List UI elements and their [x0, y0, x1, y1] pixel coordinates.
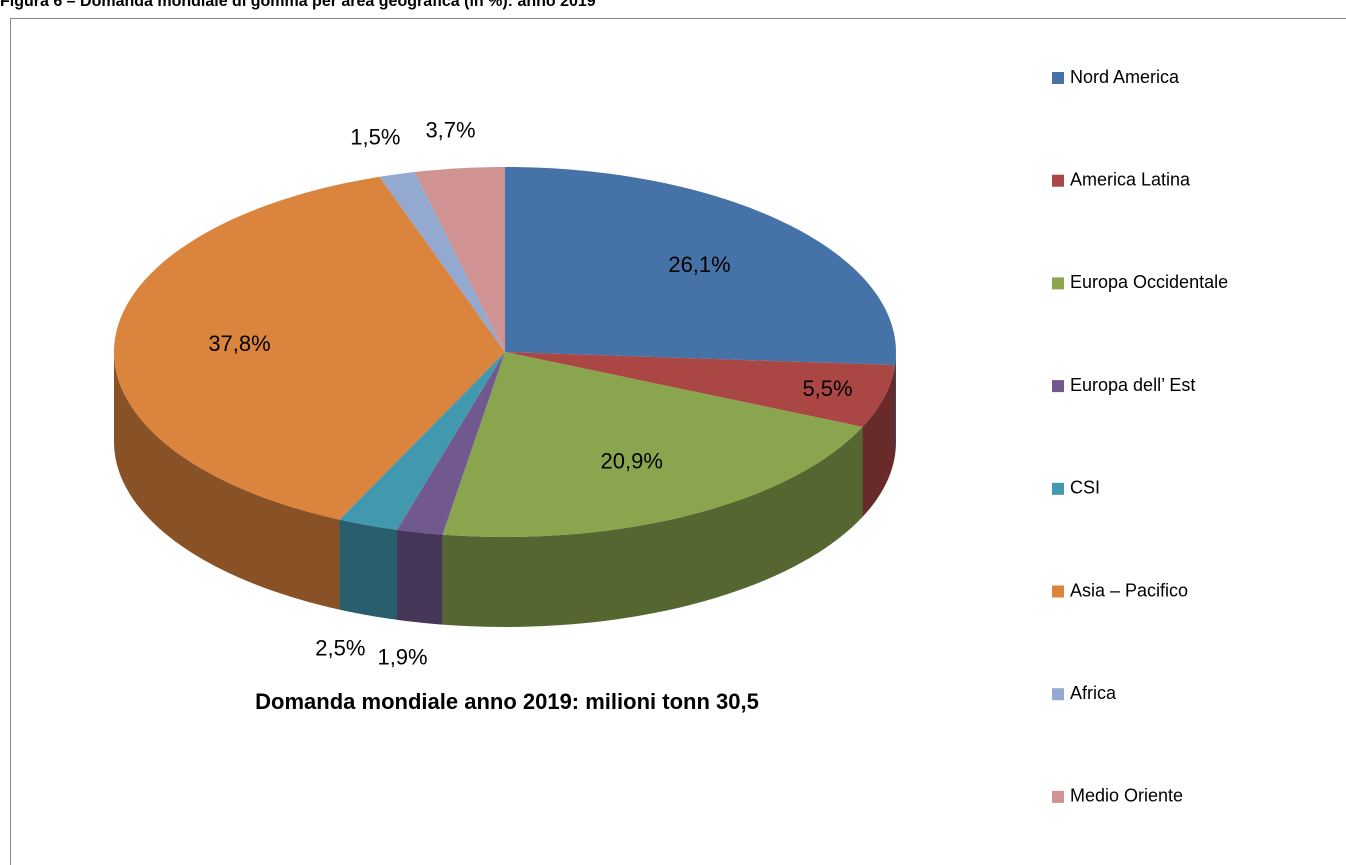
pie-slice	[379, 171, 505, 352]
pie-slice	[505, 352, 896, 427]
legend-swatch	[1052, 482, 1064, 495]
annotation: Domanda mondiale anno 2019: milioni tonn…	[255, 689, 759, 714]
pie-tops	[114, 167, 896, 537]
pie-slice	[505, 167, 896, 366]
data-label: 1,5%	[350, 124, 400, 149]
legend-swatch	[1052, 380, 1064, 393]
pie-slice	[442, 352, 863, 537]
chart-border	[10, 18, 1346, 865]
legend-label: Medio Oriente	[1070, 786, 1183, 806]
data-label: 20,9%	[601, 448, 663, 473]
data-label: 37,8%	[208, 331, 270, 356]
legend-label: Asia – Pacifico	[1070, 580, 1188, 600]
pie-side	[396, 529, 443, 625]
pie-side	[114, 352, 340, 610]
legend-label: Europa Occidentale	[1070, 272, 1228, 292]
data-label: 2,5%	[315, 636, 365, 661]
legend-swatch	[1052, 585, 1064, 598]
legend-label: Nord America	[1070, 67, 1180, 87]
legend-swatch	[1052, 277, 1064, 290]
legend-label: Europa dell’ Est	[1070, 375, 1195, 395]
pie-side	[339, 519, 397, 620]
legend-label: Africa	[1070, 683, 1117, 703]
pie-side	[442, 426, 863, 627]
legend-swatch	[1052, 174, 1064, 187]
pie-slice	[114, 176, 505, 520]
legend-swatch	[1052, 72, 1064, 84]
data-label: 1,9%	[377, 644, 427, 669]
pie-side	[862, 365, 896, 517]
legend-swatch	[1052, 688, 1064, 701]
chart-title: Figura 6 – Domanda mondiale di gomma per…	[0, 0, 596, 10]
pie-slice	[339, 352, 505, 530]
pie-side	[895, 352, 896, 456]
legend-label: CSI	[1070, 478, 1100, 498]
legend-swatch	[1052, 790, 1064, 803]
legend-label: America Latina	[1070, 169, 1191, 189]
data-label: 3,7%	[425, 117, 475, 142]
data-label: 26,1%	[668, 252, 730, 277]
pie-sides	[114, 352, 896, 627]
pie-slice	[414, 167, 505, 352]
data-label: 5,5%	[802, 376, 852, 401]
pie-slice	[396, 352, 505, 535]
